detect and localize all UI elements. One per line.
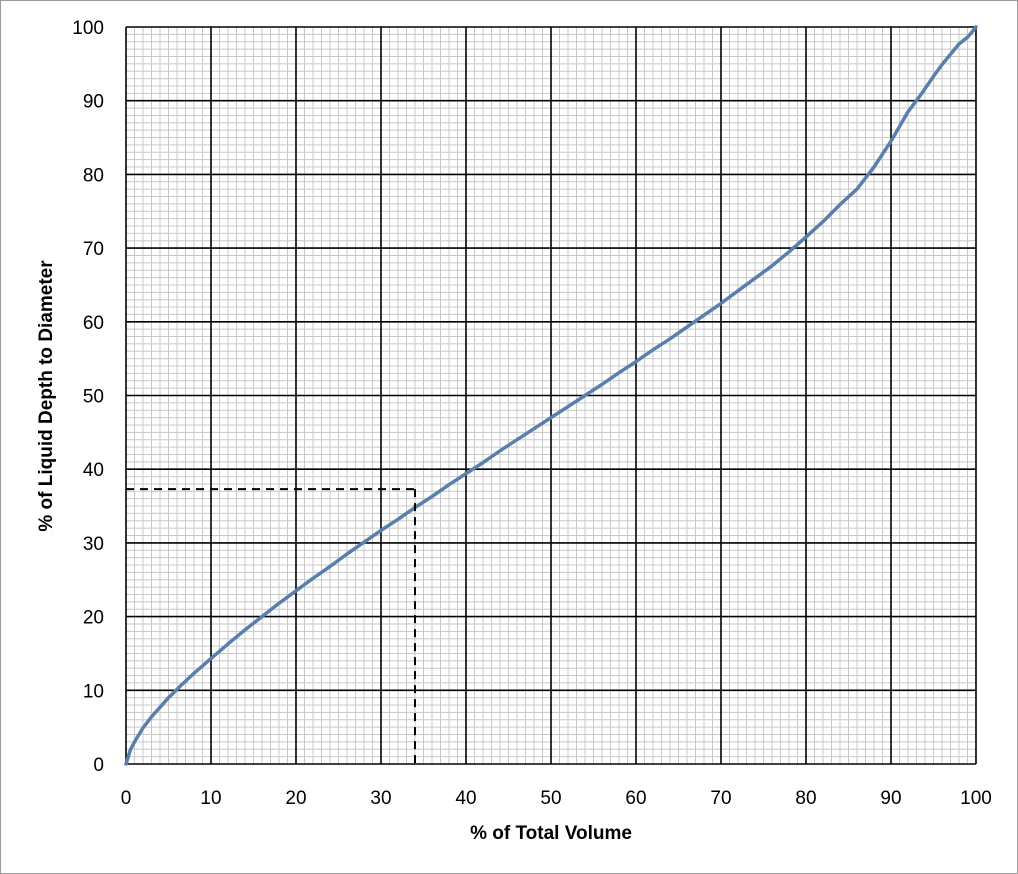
x-tick-label: 40 <box>455 788 476 809</box>
major-grid <box>125 26 977 765</box>
y-tick-labels: 0 10 20 30 40 50 60 70 80 90 100 <box>72 18 104 776</box>
y-tick-label: 70 <box>83 239 104 260</box>
x-tick-label: 70 <box>710 788 731 809</box>
x-tick-label: 0 <box>121 788 132 809</box>
x-tick-label: 10 <box>200 788 221 809</box>
y-tick-label: 100 <box>72 18 104 39</box>
y-tick-label: 50 <box>83 387 104 408</box>
series-group <box>124 25 978 766</box>
annotation-lines <box>126 488 416 764</box>
y-tick-label: 80 <box>83 165 104 186</box>
y-tick-label: 30 <box>83 534 104 555</box>
y-tick-label: 60 <box>83 313 104 334</box>
y-tick-label: 40 <box>83 460 104 481</box>
x-axis-title: % of Total Volume <box>470 823 632 844</box>
x-tick-label: 50 <box>540 788 561 809</box>
series-line <box>124 25 978 766</box>
x-tick-labels: 0 10 20 30 40 50 60 70 80 90 100 <box>121 788 992 809</box>
x-tick-label: 20 <box>285 788 306 809</box>
y-tick-label: 20 <box>83 608 104 629</box>
y-tick-label: 10 <box>83 681 104 702</box>
x-tick-label: 60 <box>625 788 646 809</box>
x-tick-label: 30 <box>370 788 391 809</box>
y-tick-label: 0 <box>93 755 104 776</box>
x-tick-label: 90 <box>880 788 901 809</box>
y-tick-label: 90 <box>83 92 104 113</box>
x-tick-label: 100 <box>960 788 992 809</box>
x-tick-label: 80 <box>795 788 816 809</box>
y-axis-title: % of Liquid Depth to Diameter <box>36 260 57 532</box>
